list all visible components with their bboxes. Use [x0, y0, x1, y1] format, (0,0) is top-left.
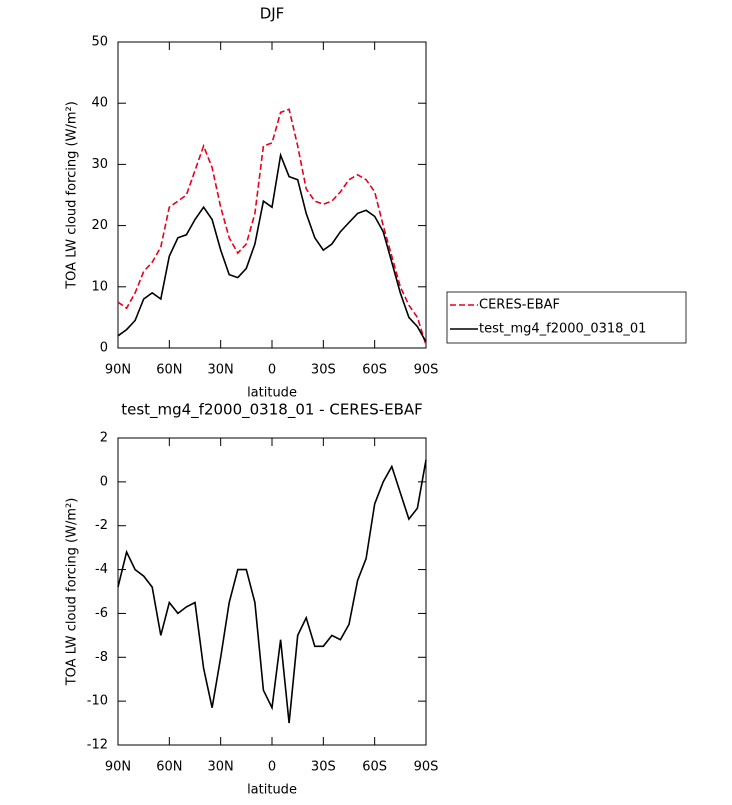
x-tick-label: 90N	[105, 363, 131, 378]
x-tick-label: 90S	[414, 363, 439, 378]
y-tick-label: -4	[95, 562, 108, 577]
y-tick-label: -2	[95, 518, 108, 533]
x-tick-label: 30N	[208, 760, 234, 775]
legend-label: test_mg4_f2000_0318_01	[479, 322, 646, 337]
y-tick-label: 0	[100, 474, 108, 489]
legend-box	[446, 291, 687, 344]
y-tick-label: 50	[91, 35, 108, 50]
y-tick-label: -12	[87, 738, 108, 753]
y-axis-label: TOA LW cloud forcing (W/m²)	[65, 101, 80, 290]
legend-label: CERES-EBAF	[479, 298, 560, 313]
y-axis-label: TOA LW cloud forcing (W/m²)	[65, 498, 80, 687]
x-tick-label: 0	[268, 760, 276, 775]
y-tick-label: 40	[91, 96, 108, 111]
y-tick-label: 10	[91, 279, 108, 294]
x-tick-label: 30S	[311, 760, 336, 775]
chart-title: DJF	[260, 5, 285, 23]
x-tick-label: 60S	[362, 363, 387, 378]
y-tick-label: -8	[95, 650, 108, 665]
x-tick-label: 60N	[156, 363, 182, 378]
plot-frame	[117, 437, 427, 746]
x-tick-label: 60N	[156, 760, 182, 775]
x-tick-label: 90N	[105, 760, 131, 775]
data-line	[117, 108, 427, 346]
y-tick-label: -6	[95, 606, 108, 621]
x-axis-label: latitude	[247, 783, 297, 798]
data-line	[117, 459, 427, 724]
x-axis-label: latitude	[247, 386, 297, 401]
y-tick-label: 2	[100, 431, 108, 446]
data-line	[117, 152, 427, 343]
x-tick-label: 90S	[414, 760, 439, 775]
x-tick-label: 60S	[362, 760, 387, 775]
y-tick-label: 0	[100, 341, 108, 356]
x-tick-label: 30S	[311, 363, 336, 378]
chart-title: test_mg4_f2000_0318_01 - CERES-EBAF	[121, 401, 423, 420]
x-tick-label: 30N	[208, 363, 234, 378]
plot-frame	[117, 41, 427, 349]
x-tick-label: 0	[268, 363, 276, 378]
y-tick-label: 20	[91, 218, 108, 233]
y-tick-label: -10	[87, 694, 108, 709]
y-tick-label: 30	[91, 157, 108, 172]
